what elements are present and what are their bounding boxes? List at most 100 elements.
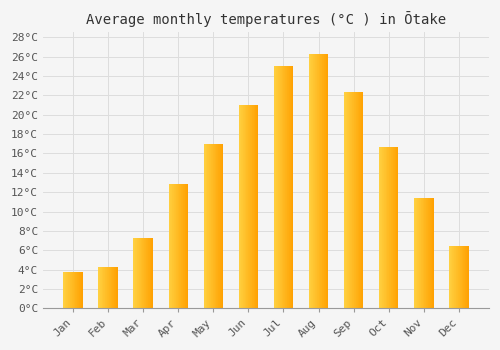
Bar	[451, 246, 452, 308]
Bar	[323, 54, 324, 308]
Bar	[275, 66, 276, 308]
Bar	[111, 267, 112, 308]
Bar	[251, 105, 252, 308]
Bar	[396, 147, 397, 308]
Bar	[212, 144, 214, 308]
Bar	[430, 198, 431, 308]
Bar	[76, 272, 77, 308]
Bar	[280, 66, 281, 308]
Bar	[222, 144, 223, 308]
Bar	[350, 92, 351, 308]
Bar	[104, 267, 105, 308]
Bar	[219, 144, 220, 308]
Bar	[362, 92, 364, 308]
Bar	[463, 246, 464, 308]
Bar	[279, 66, 280, 308]
Bar	[214, 144, 215, 308]
Bar	[152, 238, 153, 308]
Bar	[432, 198, 433, 308]
Bar	[217, 144, 218, 308]
Bar	[64, 272, 65, 308]
Bar	[240, 105, 242, 308]
Bar	[146, 238, 147, 308]
Bar	[147, 238, 148, 308]
Bar	[349, 92, 350, 308]
Bar	[309, 54, 310, 308]
Bar	[168, 184, 169, 308]
Bar	[178, 184, 179, 308]
Bar	[172, 184, 173, 308]
Bar	[457, 246, 458, 308]
Bar	[454, 246, 455, 308]
Bar	[393, 147, 394, 308]
Bar	[110, 267, 111, 308]
Bar	[417, 198, 418, 308]
Bar	[460, 246, 461, 308]
Bar	[380, 147, 381, 308]
Bar	[139, 238, 140, 308]
Bar	[319, 54, 320, 308]
Bar	[174, 184, 175, 308]
Bar	[420, 198, 422, 308]
Bar	[453, 246, 454, 308]
Bar	[466, 246, 468, 308]
Bar	[255, 105, 256, 308]
Bar	[256, 105, 257, 308]
Bar	[353, 92, 354, 308]
Bar	[452, 246, 453, 308]
Bar	[243, 105, 244, 308]
Bar	[292, 66, 293, 308]
Bar	[427, 198, 428, 308]
Bar	[186, 184, 187, 308]
Bar	[134, 238, 136, 308]
Bar	[291, 66, 292, 308]
Bar	[429, 198, 430, 308]
Bar	[141, 238, 142, 308]
Bar	[205, 144, 206, 308]
Bar	[149, 238, 150, 308]
Bar	[318, 54, 319, 308]
Bar	[245, 105, 246, 308]
Bar	[326, 54, 327, 308]
Bar	[462, 246, 463, 308]
Bar	[354, 92, 355, 308]
Bar	[74, 272, 75, 308]
Bar	[150, 238, 151, 308]
Bar	[426, 198, 427, 308]
Bar	[325, 54, 326, 308]
Bar	[324, 54, 325, 308]
Bar	[69, 272, 70, 308]
Bar	[392, 147, 394, 308]
Bar	[415, 198, 416, 308]
Bar	[187, 184, 188, 308]
Bar	[218, 144, 219, 308]
Bar	[348, 92, 349, 308]
Bar	[151, 238, 152, 308]
Bar	[173, 184, 174, 308]
Bar	[77, 272, 78, 308]
Bar	[322, 54, 323, 308]
Bar	[208, 144, 209, 308]
Bar	[238, 105, 240, 308]
Bar	[254, 105, 255, 308]
Bar	[458, 246, 459, 308]
Bar	[145, 238, 146, 308]
Bar	[388, 147, 389, 308]
Bar	[360, 92, 361, 308]
Bar	[113, 267, 114, 308]
Bar	[206, 144, 207, 308]
Bar	[351, 92, 352, 308]
Bar	[207, 144, 208, 308]
Bar	[177, 184, 178, 308]
Bar	[249, 105, 250, 308]
Bar	[244, 105, 245, 308]
Bar	[385, 147, 386, 308]
Bar	[170, 184, 171, 308]
Bar	[209, 144, 210, 308]
Bar	[316, 54, 318, 308]
Bar	[312, 54, 313, 308]
Bar	[310, 54, 311, 308]
Bar	[138, 238, 140, 308]
Bar	[80, 272, 82, 308]
Bar	[344, 92, 346, 308]
